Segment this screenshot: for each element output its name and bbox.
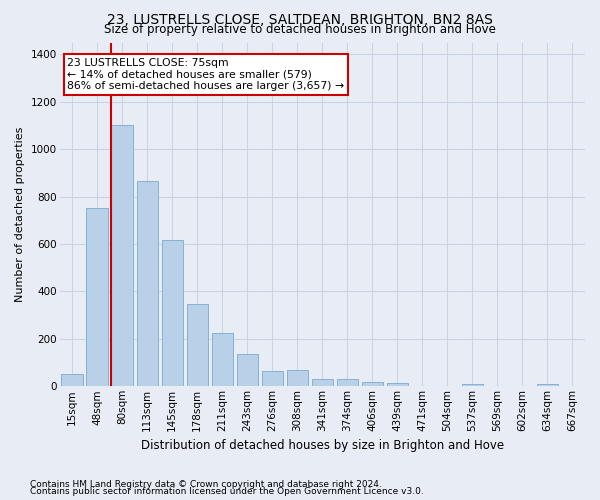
Text: 23 LUSTRELLS CLOSE: 75sqm
← 14% of detached houses are smaller (579)
86% of semi: 23 LUSTRELLS CLOSE: 75sqm ← 14% of detac… (67, 58, 344, 91)
Bar (387, 384, 408, 386)
Bar (86, 208, 108, 386)
Bar (362, 382, 383, 386)
Bar (137, 181, 158, 386)
Bar (236, 354, 258, 386)
Bar (187, 304, 208, 386)
Bar (537, 384, 558, 386)
Text: 23, LUSTRELLS CLOSE, SALTDEAN, BRIGHTON, BN2 8AS: 23, LUSTRELLS CLOSE, SALTDEAN, BRIGHTON,… (107, 12, 493, 26)
Text: Size of property relative to detached houses in Brighton and Hove: Size of property relative to detached ho… (104, 22, 496, 36)
Bar (112, 126, 133, 386)
Bar (337, 379, 358, 386)
Bar (287, 370, 308, 386)
Bar (462, 384, 483, 386)
Y-axis label: Number of detached properties: Number of detached properties (15, 126, 25, 302)
X-axis label: Distribution of detached houses by size in Brighton and Hove: Distribution of detached houses by size … (141, 440, 504, 452)
Text: Contains public sector information licensed under the Open Government Licence v3: Contains public sector information licen… (30, 488, 424, 496)
Bar (161, 240, 183, 386)
Bar (311, 379, 333, 386)
Bar (262, 371, 283, 386)
Bar (61, 374, 83, 386)
Bar (212, 333, 233, 386)
Text: Contains HM Land Registry data © Crown copyright and database right 2024.: Contains HM Land Registry data © Crown c… (30, 480, 382, 489)
